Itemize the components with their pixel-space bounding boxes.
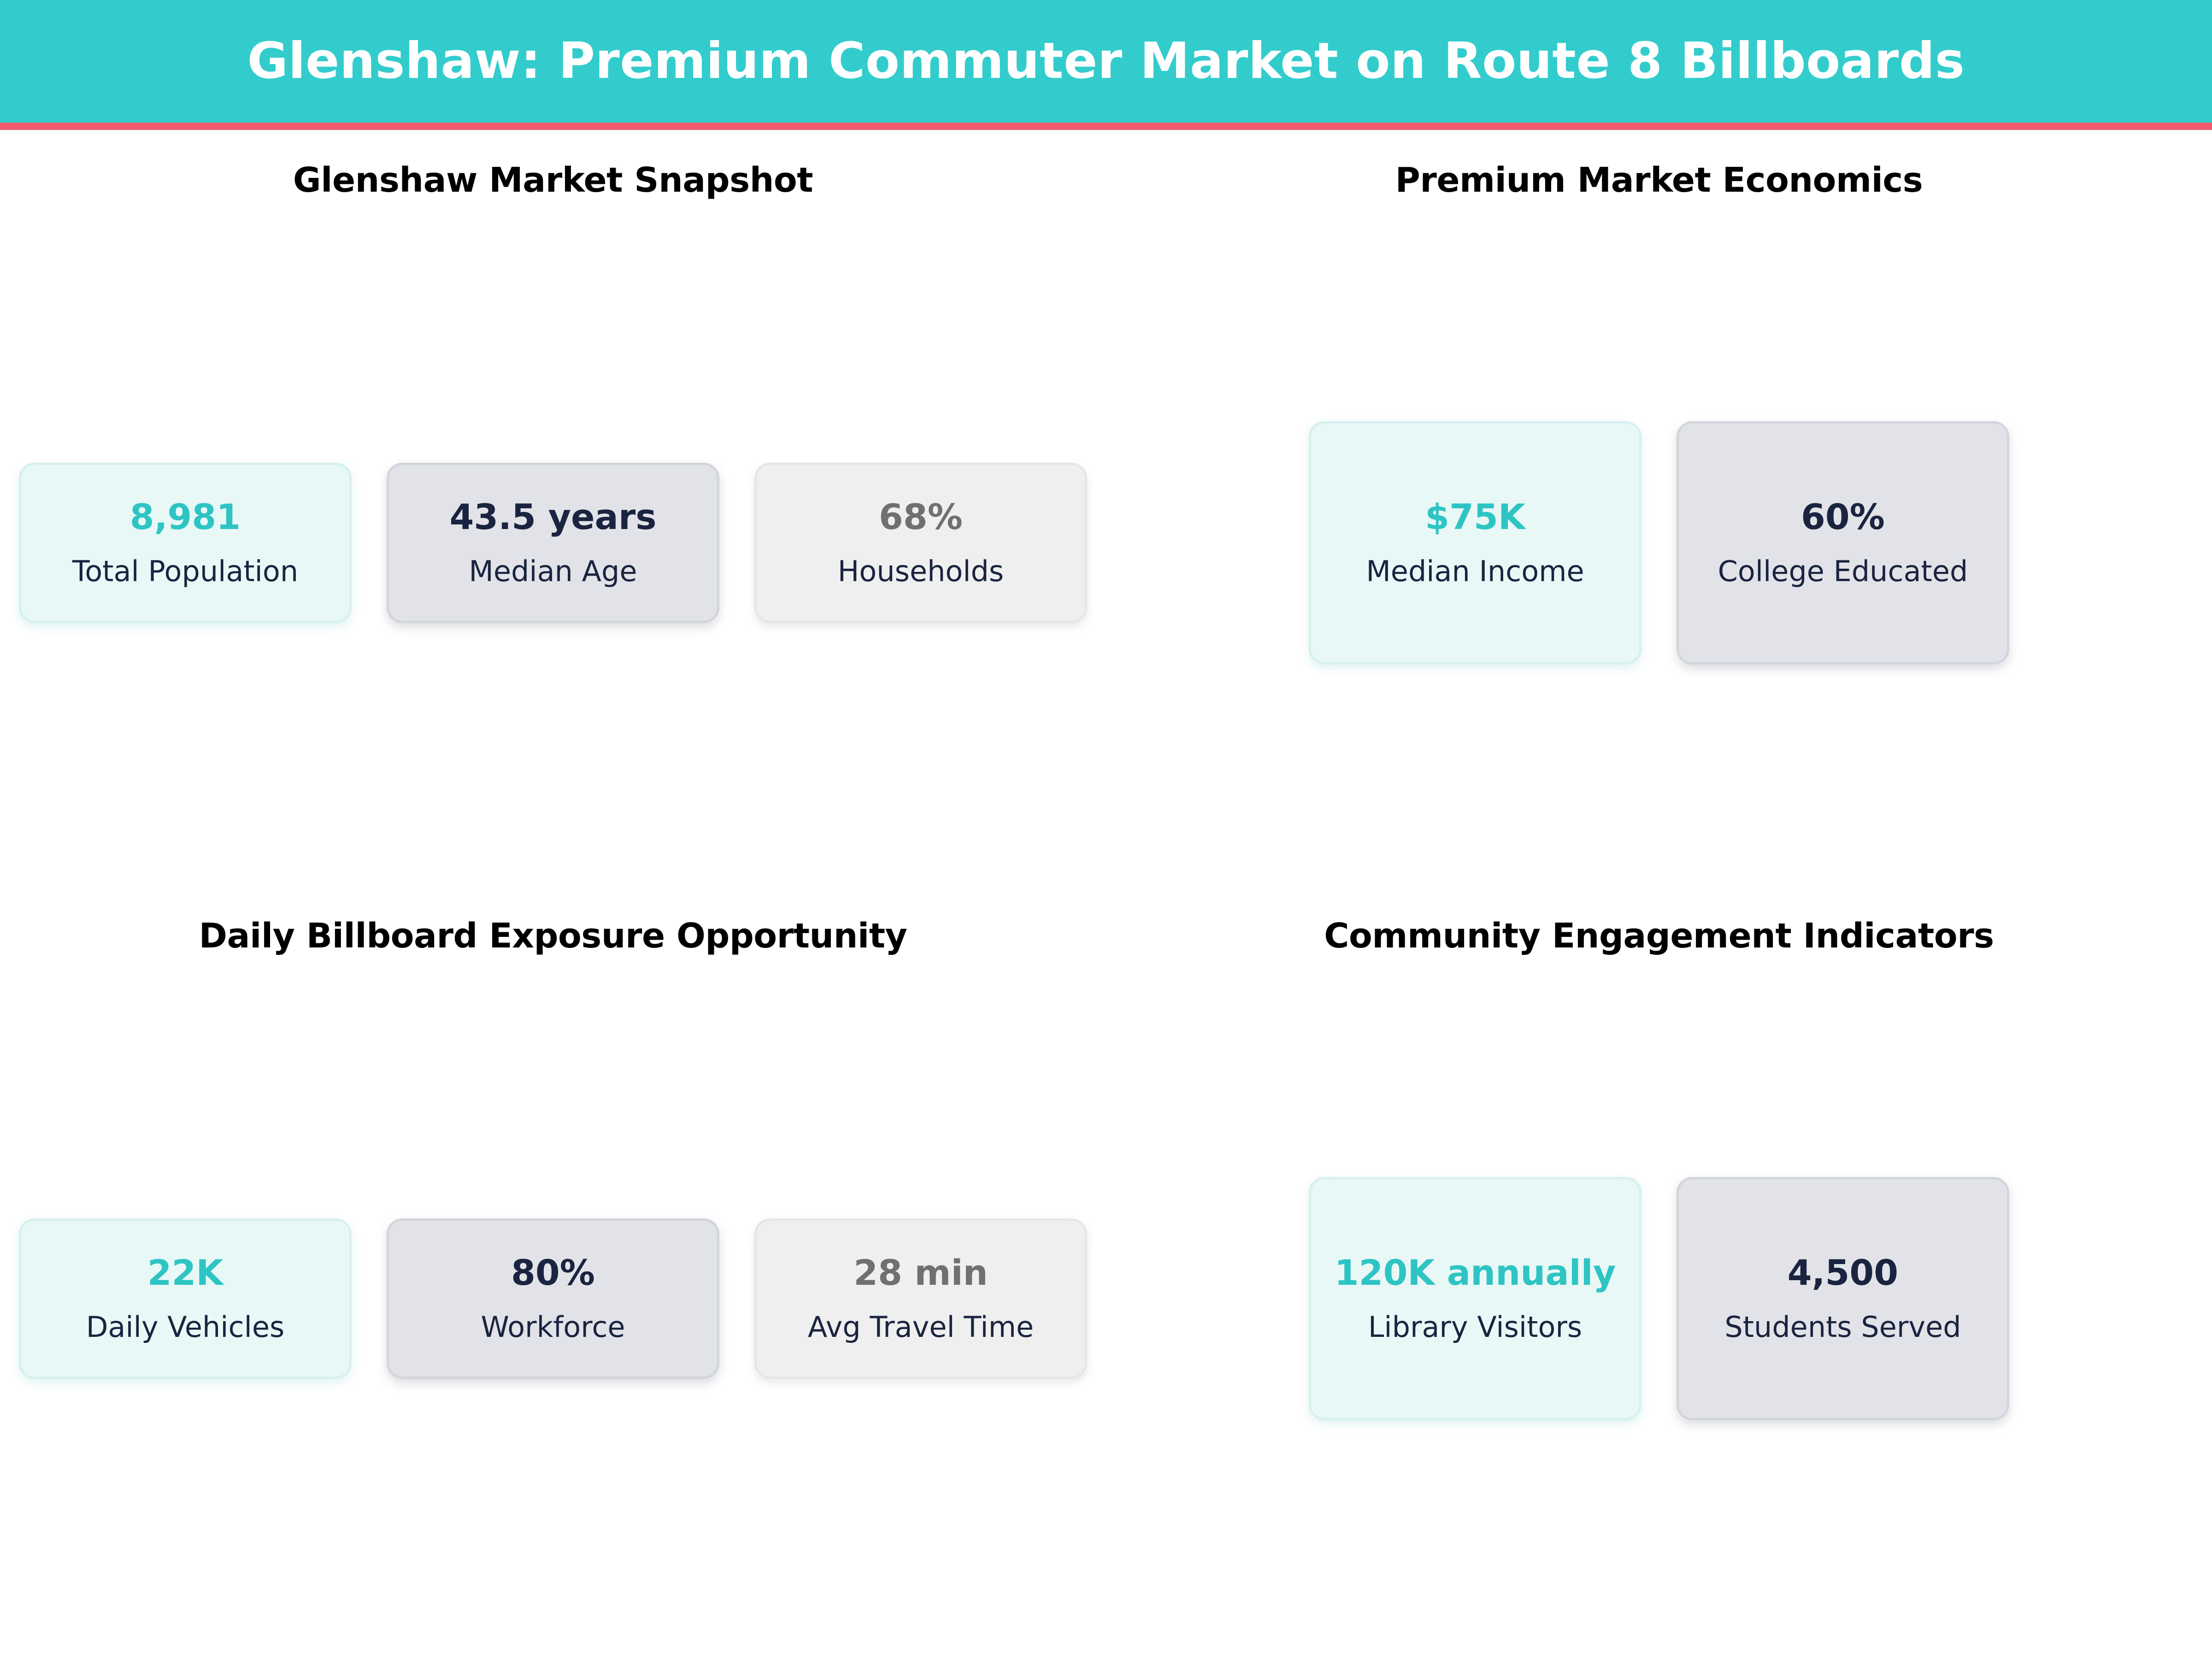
stat-card[interactable]: 43.5 years Median Age (387, 463, 719, 623)
stat-label: Workforce (481, 1310, 625, 1344)
stat-label: Students Served (1724, 1310, 1961, 1344)
stat-value: 80% (511, 1252, 595, 1293)
stat-card-group: 120K annually Library Visitors 4,500 Stu… (1309, 1177, 2009, 1420)
section-title: Glenshaw Market Snapshot (293, 160, 813, 200)
stat-card[interactable]: 60% College Educated (1677, 421, 2009, 665)
section-card-area: 22K Daily Vehicles 80% Workforce 28 min … (0, 956, 1106, 1641)
stat-card[interactable]: 80% Workforce (387, 1218, 719, 1379)
stat-card[interactable]: $75K Median Income (1309, 421, 1641, 665)
stat-value: 28 min (853, 1252, 988, 1293)
stat-card-group: $75K Median Income 60% College Educated (1309, 421, 2009, 665)
stat-card-group: 8,981 Total Population 43.5 years Median… (19, 463, 1087, 623)
section-daily-billboard-exposure: Daily Billboard Exposure Opportunity 22K… (0, 886, 1106, 1641)
stat-card[interactable]: 28 min Avg Travel Time (754, 1218, 1087, 1379)
section-premium-market-economics: Premium Market Economics $75K Median Inc… (1106, 130, 2212, 886)
stat-value: $75K (1425, 496, 1525, 537)
stat-label: Households (837, 554, 1004, 588)
section-title: Daily Billboard Exposure Opportunity (199, 916, 907, 956)
stat-label: Median Age (469, 554, 637, 588)
stat-card-group: 22K Daily Vehicles 80% Workforce 28 min … (19, 1218, 1087, 1379)
stat-label: College Educated (1718, 554, 1968, 588)
stat-label: Avg Travel Time (807, 1310, 1034, 1344)
stat-card[interactable]: 68% Households (754, 463, 1087, 623)
stat-value: 43.5 years (449, 496, 657, 537)
stat-card[interactable]: 8,981 Total Population (19, 463, 352, 623)
sections-grid: Glenshaw Market Snapshot 8,981 Total Pop… (0, 130, 2212, 1652)
section-title: Community Engagement Indicators (1324, 916, 1994, 956)
section-card-area: 8,981 Total Population 43.5 years Median… (0, 200, 1106, 886)
stat-label: Library Visitors (1368, 1310, 1583, 1344)
stat-value: 60% (1801, 496, 1885, 537)
stat-value: 68% (879, 496, 963, 537)
stat-label: Daily Vehicles (86, 1310, 285, 1344)
section-market-snapshot: Glenshaw Market Snapshot 8,981 Total Pop… (0, 130, 1106, 886)
page-title: Glenshaw: Premium Commuter Market on Rou… (247, 32, 1965, 90)
section-card-area: $75K Median Income 60% College Educated (1106, 200, 2212, 886)
page-header: Glenshaw: Premium Commuter Market on Rou… (0, 0, 2212, 130)
section-title: Premium Market Economics (1395, 160, 1923, 200)
stat-value: 4,500 (1787, 1252, 1899, 1293)
stat-label: Total Population (72, 554, 299, 588)
stat-value: 22K (147, 1252, 224, 1293)
stat-value: 120K annually (1334, 1252, 1616, 1293)
section-community-engagement: Community Engagement Indicators 120K ann… (1106, 886, 2212, 1641)
stat-card[interactable]: 4,500 Students Served (1677, 1177, 2009, 1420)
stat-label: Median Income (1366, 554, 1584, 588)
section-card-area: 120K annually Library Visitors 4,500 Stu… (1106, 956, 2212, 1641)
stat-value: 8,981 (129, 496, 241, 537)
stat-card[interactable]: 120K annually Library Visitors (1309, 1177, 1641, 1420)
stat-card[interactable]: 22K Daily Vehicles (19, 1218, 352, 1379)
